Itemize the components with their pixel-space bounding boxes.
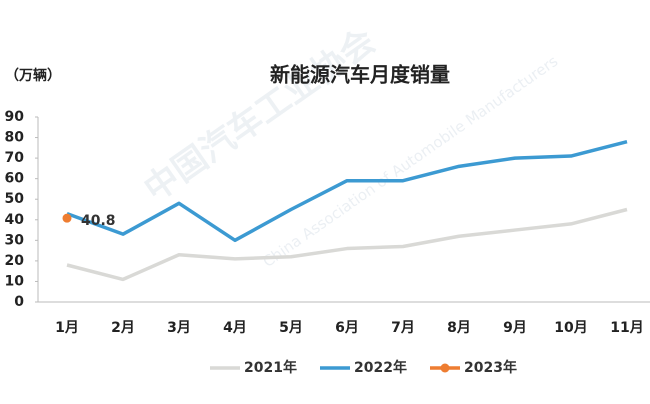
x-tick-label: 3月 [167, 320, 191, 336]
x-tick-label: 10月 [554, 320, 587, 336]
unit-label: （万辆） [5, 67, 61, 84]
y-tick-label: 30 [5, 232, 25, 248]
series-line [66, 207, 628, 282]
y-tick-label: 0 [14, 294, 24, 310]
x-tick-label: 8月 [447, 320, 471, 336]
x-tick-label: 9月 [503, 320, 527, 336]
chart-title: 新能源汽车月度销量 [270, 63, 450, 87]
point [62, 213, 72, 223]
x-tick-label: 4月 [223, 320, 247, 336]
legend-marker [440, 363, 450, 373]
x-tick-label: 7月 [391, 320, 415, 336]
x-tick-label: 2月 [111, 320, 135, 336]
series-line [66, 139, 628, 243]
y-tick-label: 90 [5, 109, 25, 125]
x-tick-label: 6月 [335, 320, 359, 336]
data-label: 40.8 [81, 213, 116, 229]
x-tick-label: 1月 [55, 320, 79, 336]
y-tick-label: 10 [5, 273, 25, 289]
y-tick-label: 20 [5, 253, 25, 269]
legend-label: 2021年 [244, 359, 297, 376]
x-tick-label: 11月 [610, 320, 643, 336]
y-tick-label: 70 [5, 150, 25, 166]
y-tick-label: 60 [5, 171, 25, 187]
y-tick-label: 80 [5, 130, 25, 146]
y-tick-label: 40 [5, 212, 25, 228]
legend-label: 2022年 [354, 359, 407, 376]
y-tick-label: 50 [5, 191, 25, 207]
legend-label: 2023年 [464, 359, 517, 376]
x-tick-label: 5月 [279, 320, 303, 336]
